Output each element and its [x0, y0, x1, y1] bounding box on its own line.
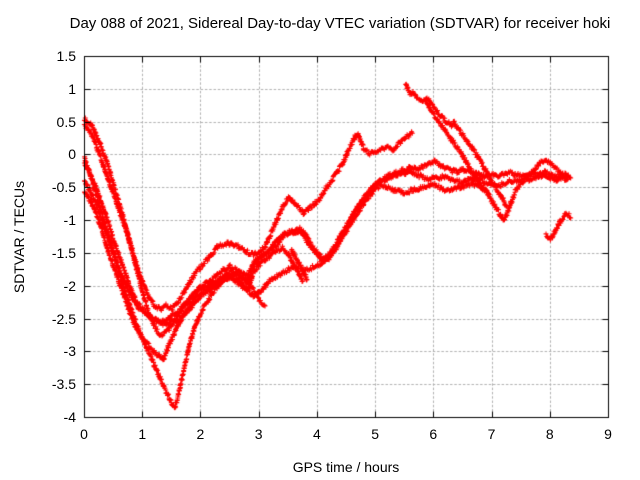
x-tick-label: 4: [312, 426, 321, 442]
y-tick-label: 1: [68, 80, 76, 97]
x-tick-label: 9: [604, 426, 612, 442]
x-tick-label: 2: [196, 426, 205, 442]
x-tick-label: 7: [487, 426, 496, 442]
chart-title: Day 088 of 2021, Sidereal Day-to-day VTE…: [69, 15, 611, 32]
x-tick-label: 6: [429, 426, 438, 442]
x-tick-label: 3: [254, 426, 263, 442]
x-tick-label: 8: [545, 426, 554, 442]
x-tick-label: 5: [371, 426, 379, 442]
y-tick-label: 1.5: [56, 48, 76, 64]
y-tick-label: -2: [63, 277, 76, 294]
y-tick-label: -4: [63, 409, 76, 425]
y-tick-label: -1.5: [51, 244, 76, 261]
y-tick-label: -0.5: [51, 179, 76, 196]
y-tick-label: -3: [63, 343, 76, 360]
x-tick-label: 0: [80, 426, 88, 442]
y-axis-label: SDTVAR / TECUs: [11, 180, 27, 294]
x-axis-label: GPS time / hours: [292, 459, 400, 475]
y-tick-label: -2.5: [51, 310, 76, 327]
x-tick-label: 1: [138, 426, 147, 442]
y-tick-label: 0: [68, 146, 76, 163]
y-tick-label: 0.5: [56, 113, 76, 130]
y-tick-label: -1: [63, 212, 76, 229]
y-tick-label: -3.5: [51, 376, 76, 393]
